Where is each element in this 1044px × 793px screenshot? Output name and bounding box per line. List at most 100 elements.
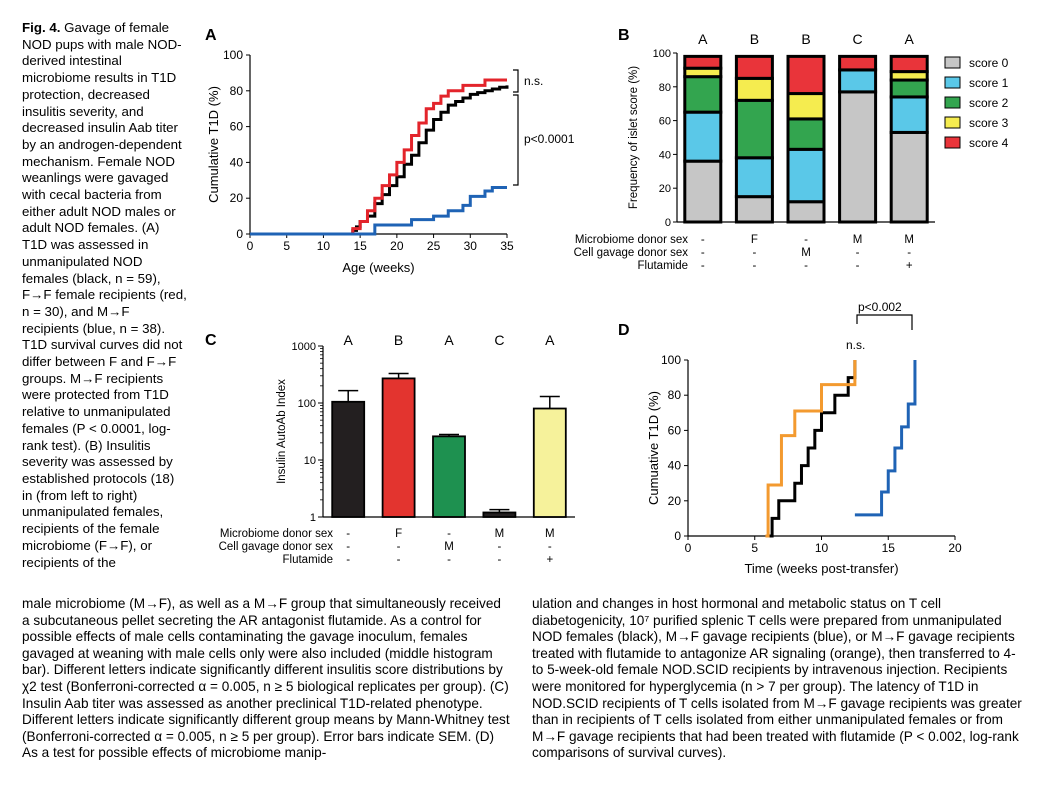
legend-label: score 3 (969, 116, 1009, 130)
y-tick-label: 60 (230, 120, 244, 134)
survival-curve (768, 360, 857, 538)
condition-value: M (853, 234, 863, 246)
y-tick-label: 80 (230, 84, 244, 98)
y-tick-label: 0 (665, 217, 671, 229)
group-letter: A (545, 332, 555, 348)
legend-swatch (944, 116, 961, 129)
condition-label: Flutamide (638, 260, 689, 272)
x-tick-label: 0 (685, 541, 692, 555)
bracket-p (856, 314, 913, 330)
y-axis-title: Insulin AutoAb Index (276, 379, 288, 484)
legend-label: score 1 (969, 76, 1009, 90)
x-tick-label: 5 (751, 541, 758, 555)
stacked-bar-segment (889, 78, 929, 99)
stacked-bar-segment (786, 117, 826, 151)
panel-label-b: B (618, 27, 630, 44)
legend-label: score 4 (969, 136, 1009, 150)
stacked-bar-segment (786, 200, 826, 224)
x-tick-label: 30 (464, 239, 478, 253)
y-tick-label: 100 (298, 398, 316, 410)
survival-curve (250, 85, 509, 236)
condition-value: F (395, 528, 402, 540)
group-letter: A (344, 332, 354, 348)
caption-text-left: male microbiome (M→F), as well as a M→F … (22, 596, 510, 761)
y-tick-label: 80 (659, 82, 671, 94)
condition-value: - (752, 260, 756, 272)
condition-value: - (752, 247, 756, 259)
condition-value: - (447, 528, 451, 540)
y-tick-label: 40 (230, 155, 244, 169)
condition-label: Cell gavage donor sex (219, 541, 334, 553)
y-tick-label: 20 (230, 191, 244, 205)
condition-value: M (495, 528, 505, 540)
stacked-bar-segment (734, 54, 774, 80)
survival-curve (250, 78, 507, 236)
bar (331, 400, 366, 518)
stacked-bar-segment (683, 54, 723, 70)
figure-caption-column: Fig. 4. Gavage of female NOD pups with m… (22, 20, 187, 571)
bar (482, 511, 517, 518)
y-tick-label: 0 (236, 227, 243, 241)
annotation-p: p<0.002 (858, 300, 902, 314)
y-axis-title: Cumulative T1D (%) (206, 86, 221, 203)
stacked-bar-segment (838, 90, 878, 224)
stacked-bar-segment (734, 76, 774, 102)
legend-swatch (944, 96, 961, 109)
y-axis-title: Cumuative T1D (%) (646, 391, 661, 505)
condition-value: - (497, 541, 501, 553)
condition-value: M (904, 234, 914, 246)
bar (381, 377, 416, 518)
x-tick-label: 10 (815, 541, 829, 555)
condition-value: - (447, 554, 451, 566)
y-tick-label: 100 (223, 48, 243, 62)
stacked-bar-segment (683, 159, 723, 224)
condition-value: - (397, 541, 401, 553)
y-tick-label: 80 (668, 388, 682, 402)
stacked-bar-segment (683, 75, 723, 114)
x-tick-label: 10 (317, 239, 331, 253)
condition-value: - (856, 247, 860, 259)
y-tick-label: 10 (304, 455, 316, 467)
condition-value: M (444, 541, 454, 553)
y-tick-label: 0 (674, 529, 681, 543)
stacked-bar-segment (786, 147, 826, 204)
x-axis-title: Time (weeks post-transfer) (744, 561, 898, 576)
x-tick-label: 0 (247, 239, 254, 253)
condition-value: F (751, 234, 758, 246)
x-tick-label: 20 (390, 239, 404, 253)
caption-text-right: ulation and changes in host hormonal and… (532, 596, 1022, 761)
condition-value: - (346, 554, 350, 566)
panel-label-d: D (618, 322, 630, 339)
y-tick-label: 20 (659, 183, 671, 195)
x-tick-label: 20 (948, 541, 962, 555)
group-letter: A (698, 31, 708, 47)
y-tick-label: 60 (659, 116, 671, 128)
survival-curve (765, 360, 857, 538)
stacked-bar-segment (889, 130, 929, 224)
x-tick-label: 15 (882, 541, 896, 555)
condition-value: - (497, 554, 501, 566)
panel-label-a: A (205, 27, 217, 44)
annotation-p: p<0.0001 (524, 132, 575, 146)
stacked-bar-segment (838, 54, 878, 72)
bar (532, 407, 567, 518)
group-letter: B (801, 31, 810, 47)
stacked-bar-segment (889, 95, 929, 134)
condition-value: - (701, 234, 705, 246)
survival-curve (250, 185, 507, 236)
condition-value: - (346, 528, 350, 540)
stacked-bar-segment (889, 54, 929, 74)
bracket-p (513, 94, 519, 186)
bar (432, 435, 466, 518)
condition-value: M (801, 247, 811, 259)
condition-label: Microbiome donor sex (575, 234, 688, 246)
condition-value: - (804, 234, 808, 246)
chart-d: 0 5 10 15 20 0 20 40 60 80 100 Time (weeks post-tra… (646, 300, 962, 576)
condition-value: M (545, 528, 555, 540)
y-tick-label: 1000 (292, 341, 316, 353)
legend-label: score 2 (969, 96, 1009, 110)
legend-swatch (944, 56, 961, 69)
survival-curve (854, 360, 917, 517)
group-letter: B (750, 31, 759, 47)
